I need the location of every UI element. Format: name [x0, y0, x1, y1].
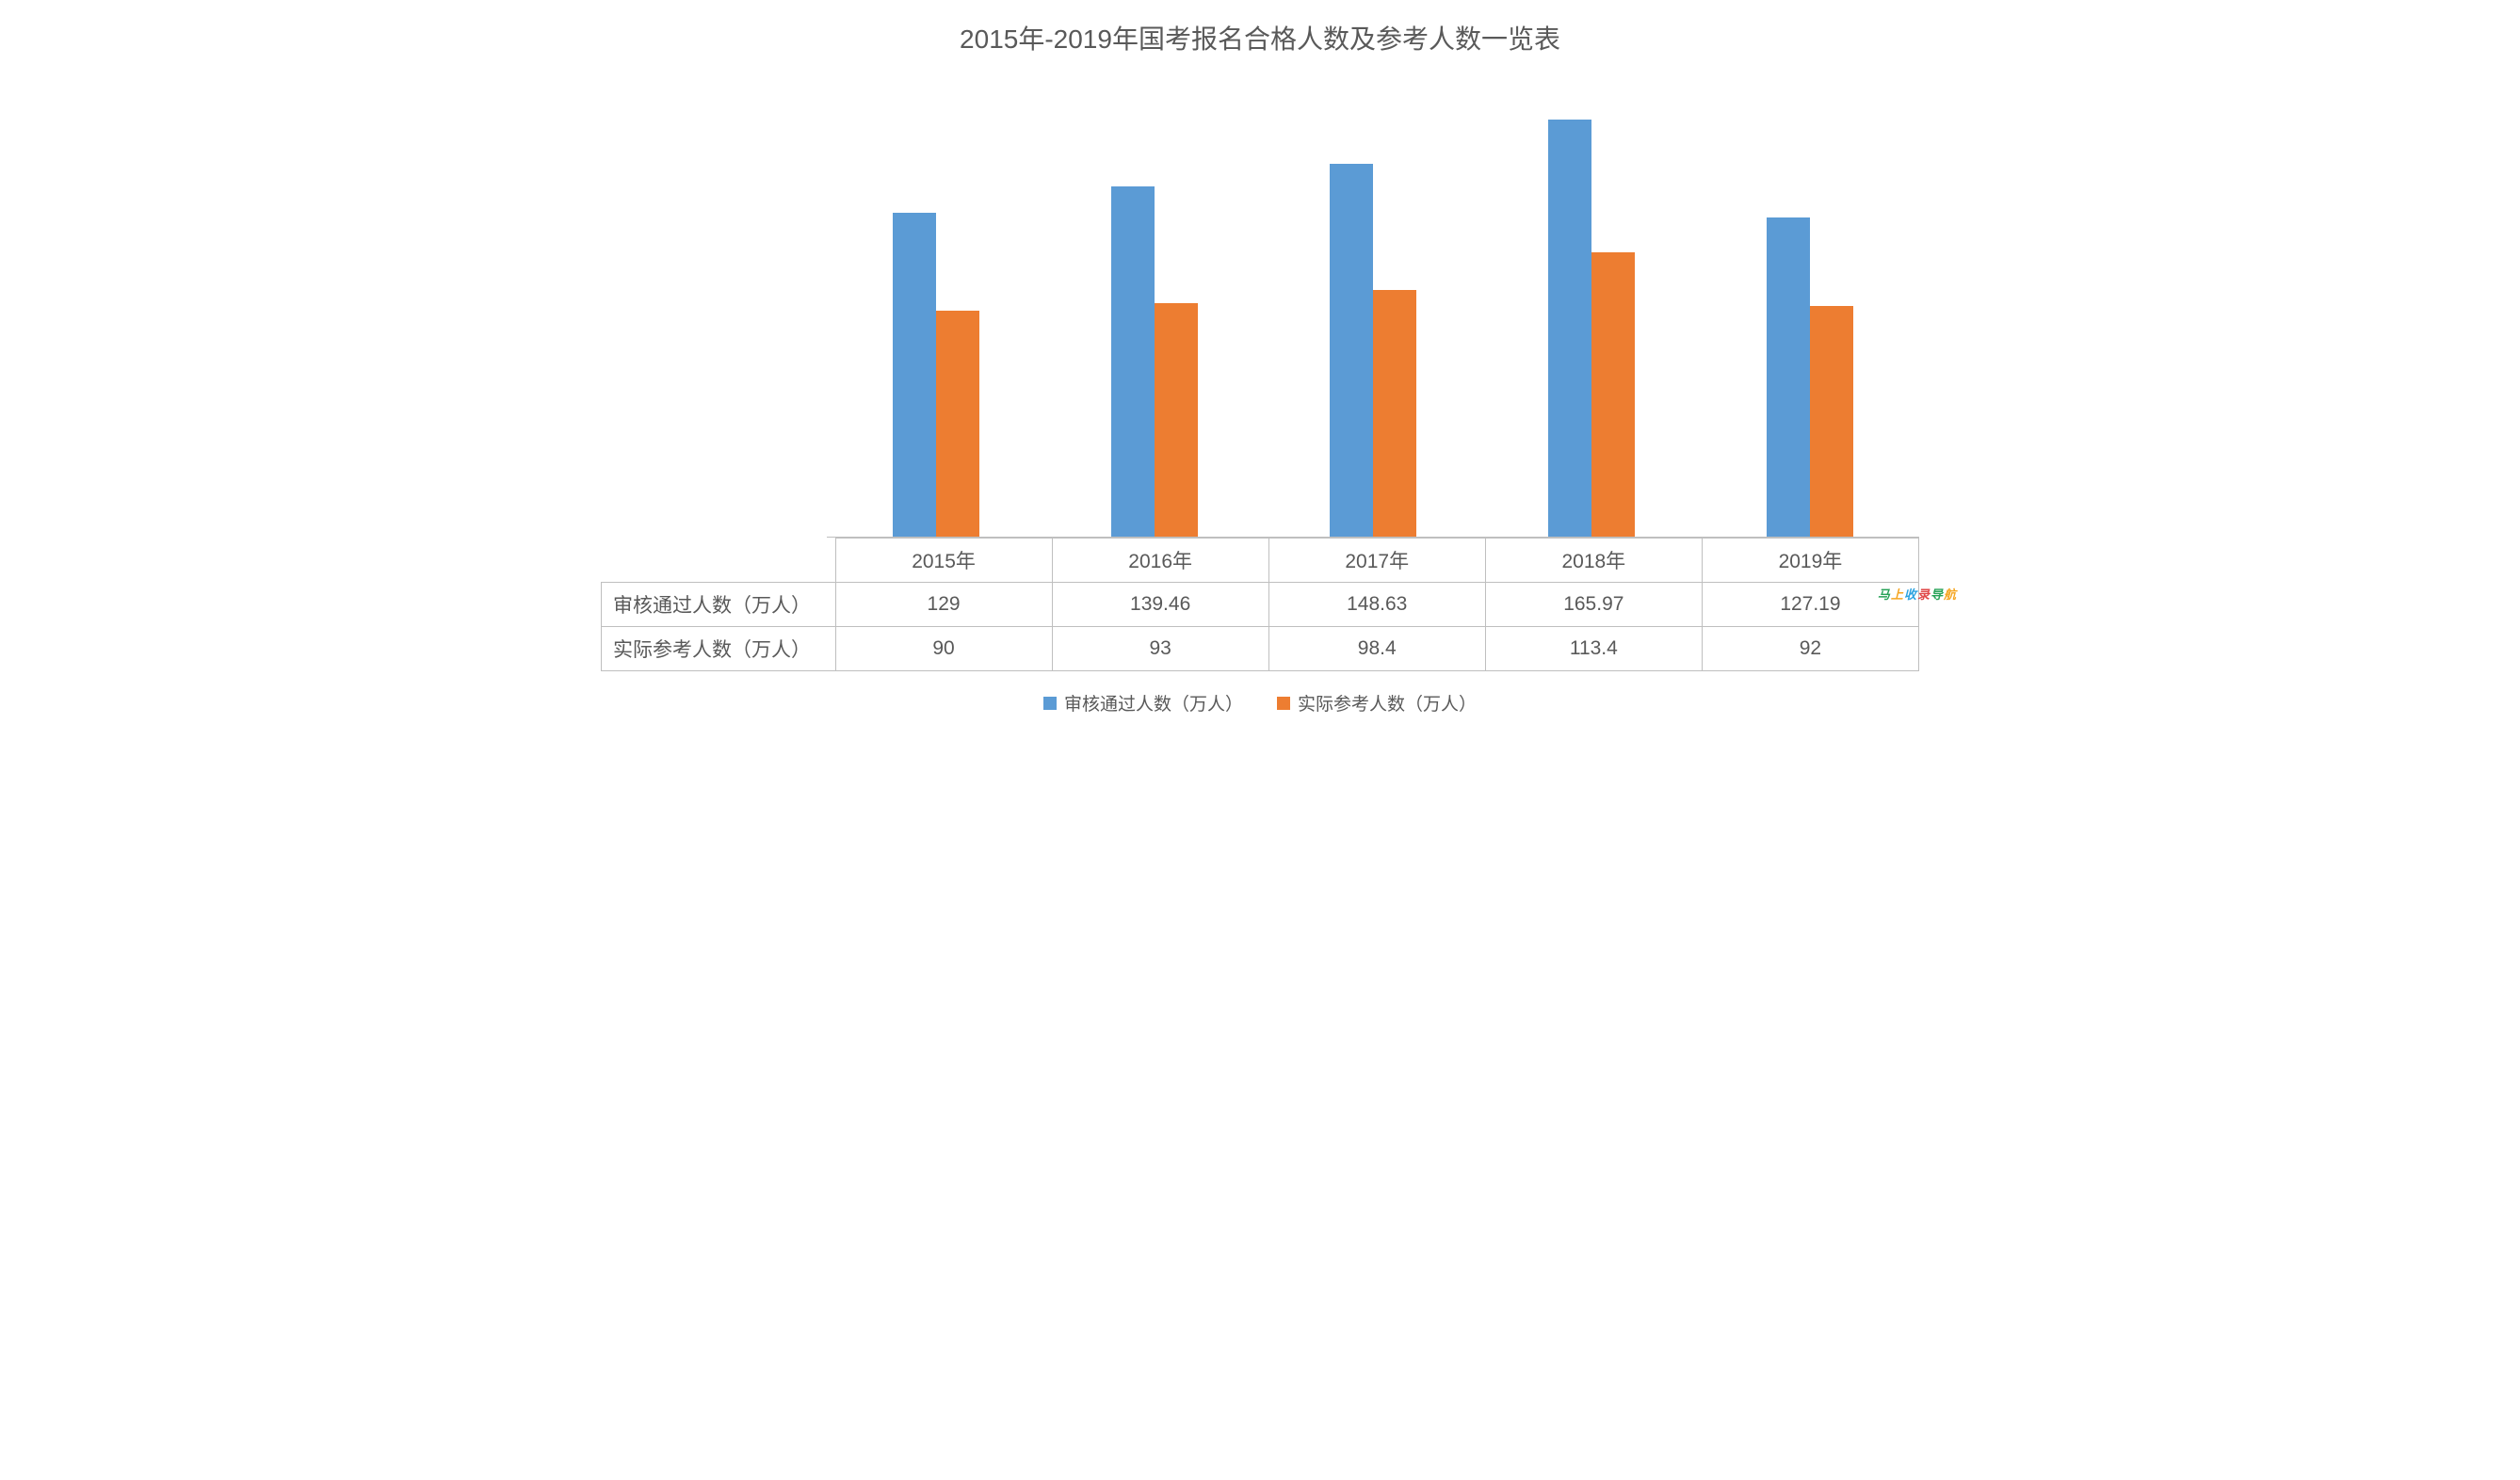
- legend-label: 审核通过人数（万人）: [1064, 690, 1243, 716]
- watermark-char: 上: [1891, 587, 1904, 602]
- chart-container: 2015年-2019年国考报名合格人数及参考人数一览表 2015年2016年20…: [601, 19, 1919, 716]
- bar-group: [1701, 85, 1919, 537]
- legend-label: 实际参考人数（万人）: [1298, 690, 1477, 716]
- watermark: 马上收录导航: [1878, 585, 1957, 603]
- watermark-char: 收: [1904, 587, 1917, 602]
- category-cell: 2017年: [1268, 539, 1485, 583]
- category-cell: 2018年: [1485, 539, 1702, 583]
- bar: [1767, 217, 1810, 537]
- row-label: 实际参考人数（万人）: [602, 627, 836, 671]
- value-cell: 165.97: [1485, 583, 1702, 627]
- bar: [936, 311, 979, 537]
- chart-title: 2015年-2019年国考报名合格人数及参考人数一览表: [601, 19, 1919, 56]
- value-cell: 90: [835, 627, 1052, 671]
- value-cell: 139.46: [1052, 583, 1268, 627]
- bar: [1548, 120, 1591, 537]
- legend-item: 审核通过人数（万人）: [1043, 690, 1243, 716]
- value-cell: 92: [1702, 627, 1918, 671]
- legend-swatch: [1043, 697, 1057, 710]
- bar-group: [1482, 85, 1701, 537]
- bar-group: [1264, 85, 1482, 537]
- legend: 审核通过人数（万人） 实际参考人数（万人）: [601, 690, 1919, 716]
- watermark-char: 导: [1930, 587, 1944, 602]
- bar: [1591, 252, 1635, 537]
- bar: [1155, 303, 1198, 537]
- legend-item: 实际参考人数（万人）: [1277, 690, 1477, 716]
- plot-area: [827, 85, 1919, 538]
- bar: [1111, 186, 1155, 537]
- category-cell: 2019年: [1702, 539, 1918, 583]
- category-cell: 2015年: [835, 539, 1052, 583]
- table-corner: [602, 539, 836, 583]
- value-cell: 129: [835, 583, 1052, 627]
- bar: [1810, 306, 1853, 537]
- value-cell: 98.4: [1268, 627, 1485, 671]
- bar-group: [1045, 85, 1264, 537]
- legend-swatch: [1277, 697, 1290, 710]
- row-label: 审核通过人数（万人）: [602, 583, 836, 627]
- category-cell: 2016年: [1052, 539, 1268, 583]
- watermark-char: 航: [1944, 587, 1957, 602]
- bar: [1373, 290, 1416, 537]
- bar: [893, 213, 936, 537]
- bar-group: [827, 85, 1045, 537]
- value-cell: 113.4: [1485, 627, 1702, 671]
- data-table: 2015年2016年2017年2018年2019年审核通过人数（万人）12913…: [601, 538, 1919, 671]
- watermark-char: 马: [1878, 587, 1891, 602]
- bar: [1330, 164, 1373, 537]
- value-cell: 148.63: [1268, 583, 1485, 627]
- watermark-char: 录: [1917, 587, 1930, 602]
- value-cell: 93: [1052, 627, 1268, 671]
